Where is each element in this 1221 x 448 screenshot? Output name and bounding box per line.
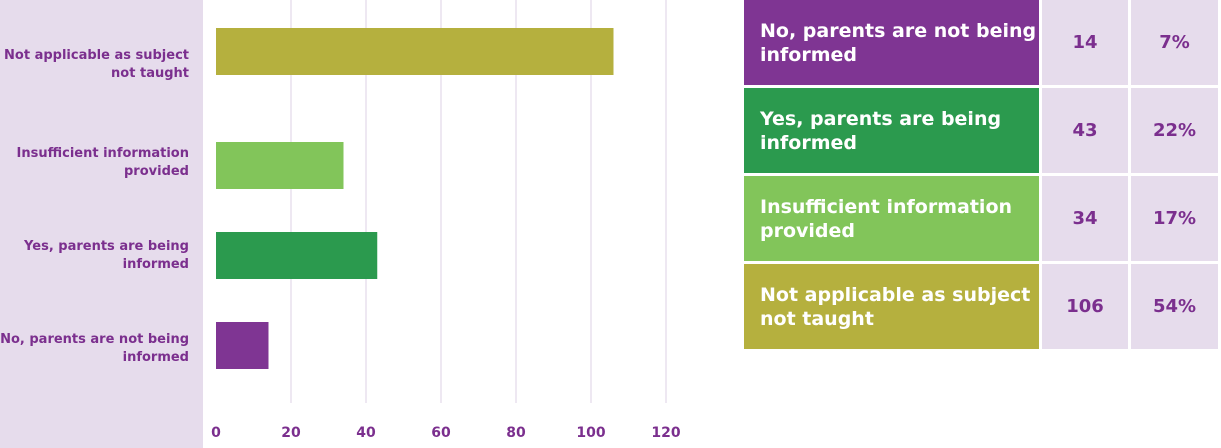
row-label: No, parents are not being informed bbox=[744, 0, 1042, 88]
bar-0 bbox=[216, 28, 614, 75]
category-label-no-informed: No, parents are not being informed bbox=[0, 332, 189, 365]
category-label-yes-informed: Yes, parents are being informed bbox=[24, 239, 189, 272]
table-row: Not applicable as subject not taught 106 5… bbox=[744, 264, 1221, 352]
row-percent: 22% bbox=[1131, 88, 1221, 176]
row-label: Yes, parents are being informed bbox=[744, 88, 1042, 176]
table-row: Yes, parents are being informed 43 22% bbox=[744, 88, 1221, 176]
x-tick-label: 20 bbox=[281, 425, 301, 441]
table-row: No, parents are not being informed 14 7% bbox=[744, 0, 1221, 88]
row-label: Not applicable as subject not taught bbox=[744, 264, 1042, 352]
row-label: Insufficient information provided bbox=[744, 176, 1042, 264]
bar-3 bbox=[216, 322, 269, 369]
x-tick-label: 0 bbox=[211, 425, 221, 441]
x-tick-label: 120 bbox=[651, 425, 680, 441]
category-label-not-applicable: Not applicable as subject not taught bbox=[4, 48, 189, 81]
table-row: Insufficient information provided 34 17% bbox=[744, 176, 1221, 264]
row-count: 43 bbox=[1042, 88, 1131, 176]
row-percent: 7% bbox=[1131, 0, 1221, 88]
bar-chart: 0 20 40 60 80 100 120 bbox=[211, 0, 681, 441]
bar-1 bbox=[216, 142, 344, 189]
x-tick-label: 100 bbox=[576, 425, 605, 441]
x-tick-label: 80 bbox=[506, 425, 526, 441]
row-count: 34 bbox=[1042, 176, 1131, 264]
row-percent: 54% bbox=[1131, 264, 1221, 352]
category-label-insufficient: Insufficient information provided bbox=[16, 146, 189, 179]
x-tick-label: 40 bbox=[356, 425, 376, 441]
bar-2 bbox=[216, 232, 378, 279]
row-percent: 17% bbox=[1131, 176, 1221, 264]
x-tick-label: 60 bbox=[431, 425, 451, 441]
row-count: 106 bbox=[1042, 264, 1131, 352]
category-label-panel bbox=[0, 0, 203, 448]
row-count: 14 bbox=[1042, 0, 1131, 88]
summary-table: No, parents are not being informed 14 7% Ye… bbox=[744, 0, 1221, 352]
